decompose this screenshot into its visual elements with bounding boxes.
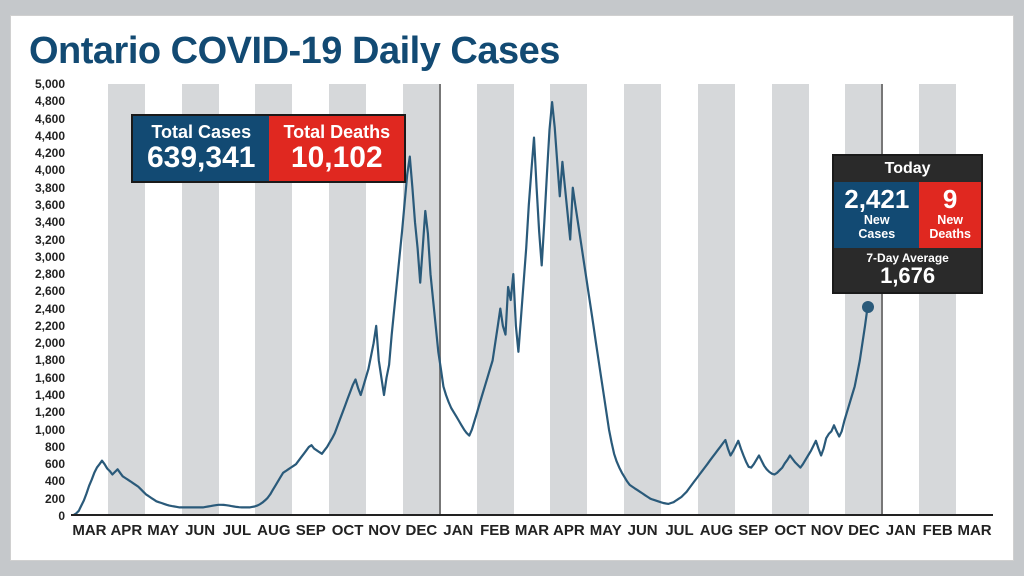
y-tick: 600 <box>45 457 65 471</box>
y-tick: 4,400 <box>35 129 65 143</box>
today-cell: 9NewDeaths <box>919 182 981 248</box>
x-tick: NOV <box>368 522 401 539</box>
y-tick: 4,000 <box>35 163 65 177</box>
today-row: 2,421NewCases9NewDeaths <box>834 182 981 248</box>
x-tick: FEB <box>923 522 953 539</box>
y-tick: 3,800 <box>35 181 65 195</box>
x-tick: AUG <box>257 522 290 539</box>
x-tick: SEP <box>738 522 768 539</box>
x-tick: SEP <box>296 522 326 539</box>
today-footer-value: 1,676 <box>880 265 935 287</box>
y-tick: 2,000 <box>35 336 65 350</box>
y-tick: 1,200 <box>35 405 65 419</box>
x-tick: OCT <box>774 522 806 539</box>
x-axis: MARAPRMAYJUNJULAUGSEPOCTNOVDECJANFEBMARA… <box>71 516 993 560</box>
x-tick: JAN <box>886 522 916 539</box>
y-tick: 2,200 <box>35 319 65 333</box>
today-footer: 7-Day Average1,676 <box>834 248 981 292</box>
today-header: Today <box>834 156 981 182</box>
totals-cell: Total Deaths10,102 <box>269 116 404 181</box>
today-label: NewDeaths <box>929 214 971 242</box>
y-tick: 2,800 <box>35 267 65 281</box>
y-tick: 4,800 <box>35 94 65 108</box>
y-tick: 2,400 <box>35 302 65 316</box>
x-tick: JUL <box>223 522 251 539</box>
today-label: NewCases <box>858 214 895 242</box>
totals-cell: Total Cases639,341 <box>133 116 269 181</box>
x-tick: JAN <box>443 522 473 539</box>
y-tick: 5,000 <box>35 77 65 91</box>
today-box: Today2,421NewCases9NewDeaths7-Day Averag… <box>832 154 983 294</box>
today-value: 9 <box>943 186 957 212</box>
chart-frame: Ontario COVID-19 Daily Cases 0 200 400 600 8… <box>10 15 1014 561</box>
x-tick: MAR <box>72 522 106 539</box>
y-tick: 0 <box>58 509 65 523</box>
y-tick: 400 <box>45 474 65 488</box>
totals-label: Total Cases <box>151 122 251 143</box>
x-tick: APR <box>110 522 142 539</box>
y-tick: 3,000 <box>35 250 65 264</box>
x-tick: MAR <box>957 522 991 539</box>
x-tick: JUN <box>185 522 215 539</box>
y-tick: 3,200 <box>35 233 65 247</box>
today-cell: 2,421NewCases <box>834 182 919 248</box>
y-axis: 02004006008001,0001,2001,4001,6001,8002,… <box>11 84 71 516</box>
y-tick: 200 <box>45 492 65 506</box>
y-tick: 2,600 <box>35 284 65 298</box>
totals-box: Total Cases639,341Total Deaths10,102 <box>131 114 406 183</box>
x-tick: MAY <box>147 522 179 539</box>
x-tick: FEB <box>480 522 510 539</box>
current-marker <box>862 301 874 313</box>
today-value: 2,421 <box>844 186 909 212</box>
y-tick: 1,000 <box>35 423 65 437</box>
y-tick: 4,200 <box>35 146 65 160</box>
x-tick: MAR <box>515 522 549 539</box>
x-tick: NOV <box>811 522 844 539</box>
x-tick: JUN <box>628 522 658 539</box>
totals-label: Total Deaths <box>283 122 390 143</box>
y-tick: 1,800 <box>35 353 65 367</box>
x-tick: DEC <box>406 522 438 539</box>
x-tick: DEC <box>848 522 880 539</box>
page-title: Ontario COVID-19 Daily Cases <box>29 30 560 73</box>
y-tick: 4,600 <box>35 112 65 126</box>
y-tick: 1,600 <box>35 371 65 385</box>
x-tick: APR <box>553 522 585 539</box>
y-tick: 3,400 <box>35 215 65 229</box>
y-tick: 3,600 <box>35 198 65 212</box>
x-tick: AUG <box>700 522 733 539</box>
x-tick: MAY <box>590 522 622 539</box>
y-tick: 1,400 <box>35 388 65 402</box>
y-tick: 800 <box>45 440 65 454</box>
totals-value: 10,102 <box>291 143 383 173</box>
totals-value: 639,341 <box>147 143 255 173</box>
x-tick: JUL <box>665 522 693 539</box>
x-tick: OCT <box>332 522 364 539</box>
